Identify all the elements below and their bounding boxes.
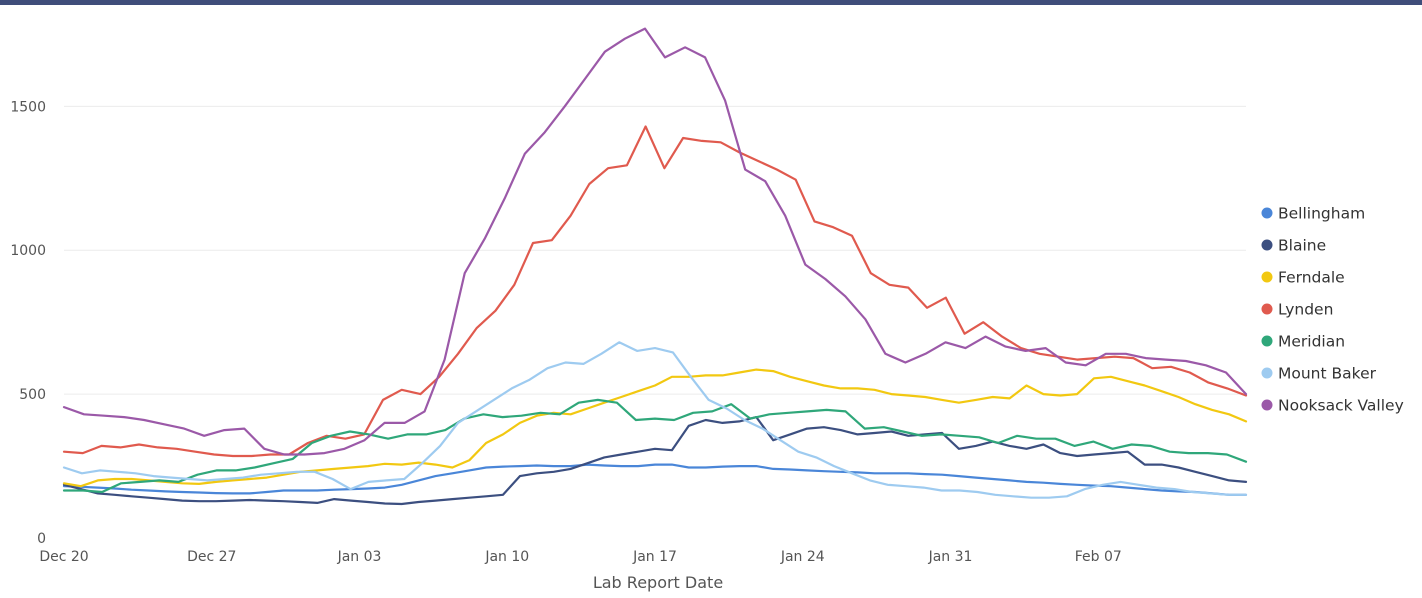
series-line-bellingham xyxy=(62,463,1248,496)
x-tick-label: Jan 31 xyxy=(928,549,973,565)
legend-marker xyxy=(1261,303,1273,315)
y-tick-label: 0 xyxy=(37,531,46,547)
x-tick-label: Dec 27 xyxy=(187,549,236,565)
legend-label: Ferndale xyxy=(1278,269,1345,287)
x-tick-label: Dec 20 xyxy=(39,549,88,565)
x-tick-label: Jan 17 xyxy=(632,549,677,565)
legend-marker xyxy=(1261,239,1273,251)
legend-label: Mount Baker xyxy=(1278,365,1377,383)
series-line-nooksack-valley xyxy=(62,27,1248,456)
legend-label: Lynden xyxy=(1278,301,1333,319)
x-tick-label: Feb 07 xyxy=(1075,549,1122,565)
series-line-meridian xyxy=(62,398,1248,494)
series-line-mount-baker xyxy=(62,341,1248,499)
series-line-blaine xyxy=(62,416,1248,506)
series-line-ferndale xyxy=(62,368,1248,488)
x-tick-label: Jan 10 xyxy=(484,549,529,565)
legend-label: Bellingham xyxy=(1278,205,1365,223)
series-line-lynden xyxy=(62,125,1248,458)
y-tick-label: 1500 xyxy=(10,99,46,115)
legend-marker xyxy=(1261,335,1273,347)
x-tick-label: Jan 03 xyxy=(337,549,382,565)
legend-label: Meridian xyxy=(1278,333,1345,351)
x-axis-title: Lab Report Date xyxy=(593,573,723,592)
legend-marker xyxy=(1261,367,1273,379)
x-tick-label: Jan 24 xyxy=(780,549,825,565)
top-border xyxy=(0,0,1422,5)
legend-marker xyxy=(1261,207,1273,219)
legend-marker xyxy=(1261,271,1273,283)
legend-marker xyxy=(1261,399,1273,411)
legend-label: Nooksack Valley xyxy=(1278,397,1404,415)
y-tick-label: 1000 xyxy=(10,243,46,259)
legend-label: Blaine xyxy=(1278,237,1326,255)
y-tick-label: 500 xyxy=(19,387,46,403)
